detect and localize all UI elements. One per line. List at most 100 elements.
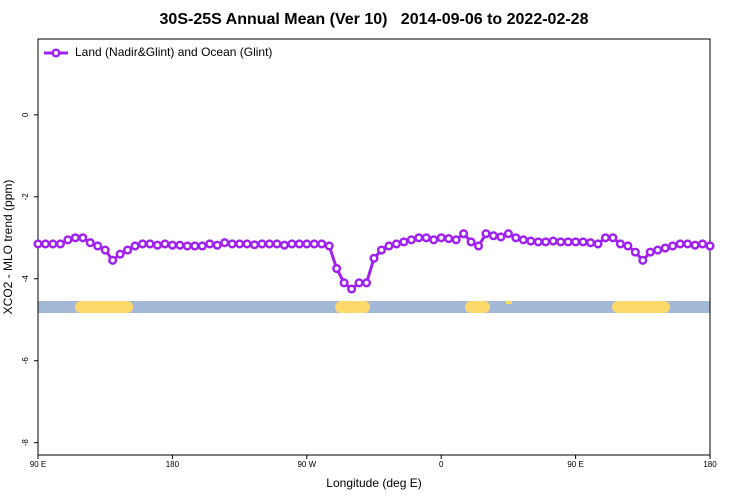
point (182, 241, 192, 251)
point (406, 235, 416, 245)
point (705, 241, 715, 251)
x-tick-label: 0 (439, 460, 444, 469)
point (675, 239, 685, 249)
point (152, 240, 163, 250)
point (571, 237, 581, 247)
point (287, 239, 297, 249)
legend-label: Land (Nadir&Glint) and Ocean (Glint) (75, 45, 272, 59)
point (78, 233, 88, 243)
land-band (75, 301, 133, 313)
point (481, 229, 491, 239)
point (167, 240, 177, 250)
point (332, 263, 342, 274)
point (361, 278, 372, 288)
point (324, 241, 334, 251)
point (249, 240, 260, 250)
x-tick-label: 180 (166, 460, 180, 469)
point (518, 235, 528, 245)
point (235, 239, 245, 249)
point (175, 240, 185, 250)
point (429, 235, 439, 245)
point (197, 241, 207, 251)
point (660, 243, 670, 253)
point (70, 233, 80, 243)
point (347, 284, 357, 294)
point (137, 239, 148, 249)
point (683, 239, 693, 249)
point (63, 235, 73, 245)
point (541, 237, 551, 247)
point (556, 237, 566, 247)
point (600, 233, 611, 243)
point (668, 241, 678, 251)
point (451, 235, 461, 245)
point (227, 239, 237, 249)
point (339, 278, 349, 288)
x-tick-label: 90 W (297, 460, 316, 469)
y-tick-label: -4 (21, 275, 30, 283)
x-tick-label: 90 E (567, 460, 583, 469)
point (205, 239, 215, 249)
point (384, 241, 394, 251)
point (391, 239, 401, 249)
point (264, 239, 275, 249)
point (55, 239, 65, 249)
point (615, 239, 625, 249)
point (526, 236, 536, 246)
point (123, 245, 133, 255)
point (638, 255, 648, 265)
point (33, 239, 43, 249)
point (466, 237, 476, 247)
point (40, 239, 51, 249)
point (108, 255, 118, 265)
point (593, 239, 603, 249)
x-axis-label: Longitude (deg E) (326, 476, 421, 490)
point (279, 240, 289, 250)
point (294, 239, 304, 249)
point (220, 238, 230, 248)
point (100, 245, 110, 255)
point (421, 233, 431, 243)
point (309, 239, 319, 249)
land-band (465, 301, 490, 313)
point (257, 239, 267, 249)
point (645, 247, 655, 257)
point (414, 233, 424, 243)
point (399, 237, 409, 247)
point (533, 237, 543, 247)
point (376, 245, 387, 255)
point (242, 239, 252, 249)
point (473, 241, 484, 251)
point (653, 245, 663, 255)
point (578, 237, 588, 247)
y-axis-label: XCO2 - MLO trend (ppm) (1, 180, 15, 315)
y-tick-label: 0 (21, 112, 30, 117)
point (585, 238, 596, 248)
point (690, 240, 700, 250)
point (212, 240, 222, 250)
point (145, 239, 155, 249)
point (630, 247, 640, 257)
chart-title: 30S-25S Annual Mean (Ver 10) 2014-09-06 … (160, 11, 589, 28)
point (190, 241, 200, 251)
point (317, 239, 327, 249)
point (444, 234, 454, 244)
point (436, 233, 446, 243)
y-tick-label: -8 (21, 439, 30, 447)
point (115, 249, 125, 259)
point (85, 238, 95, 248)
point (48, 239, 58, 249)
point (548, 236, 558, 246)
point (272, 239, 282, 249)
point (697, 239, 708, 249)
point (503, 229, 513, 239)
point (496, 232, 506, 242)
point (608, 233, 618, 243)
point (488, 231, 499, 241)
point (623, 241, 633, 251)
point (130, 241, 140, 251)
point (302, 239, 312, 249)
x-tick-label: 90 E (30, 460, 46, 469)
ocean-band (38, 301, 710, 313)
point (369, 253, 379, 263)
